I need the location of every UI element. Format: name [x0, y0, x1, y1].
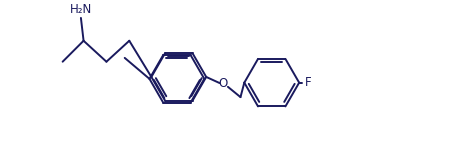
Text: O: O — [219, 77, 228, 90]
Text: H₂N: H₂N — [70, 3, 92, 16]
Text: F: F — [305, 76, 312, 89]
